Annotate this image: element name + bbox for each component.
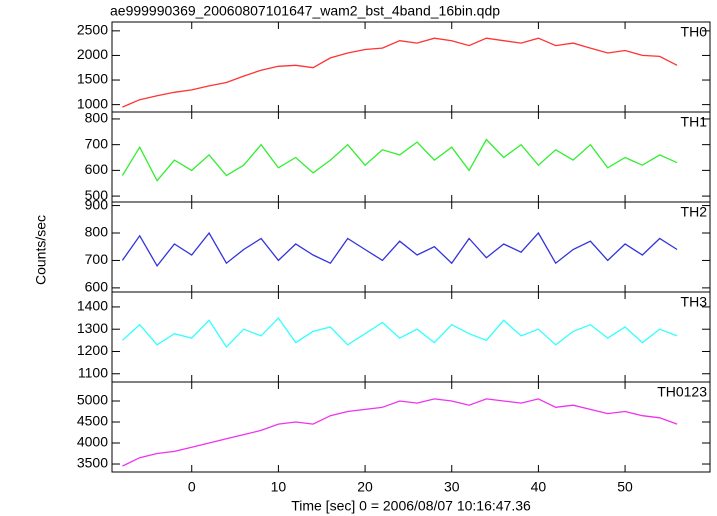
series-line: [121, 231, 678, 268]
y-tick-label: 3500: [77, 455, 108, 471]
x-tick-label: 0: [188, 479, 196, 495]
panel-frame: [111, 111, 711, 203]
y-tick-label: 600: [85, 161, 109, 177]
y-tick-label: 700: [85, 135, 109, 151]
series-line: [122, 37, 678, 108]
y-tick-label: 2500: [77, 22, 108, 38]
x-tick-label: 30: [444, 479, 460, 495]
y-tick-label: 1400: [77, 298, 108, 314]
y-tick-label: 4000: [77, 434, 108, 450]
panel-label: TH3: [681, 294, 708, 310]
panel-label: TH0123: [657, 384, 707, 400]
y-tick-label: 1000: [77, 95, 108, 111]
panel-label: TH2: [681, 204, 708, 220]
series-line: [121, 317, 678, 349]
x-tick-label: 20: [357, 479, 373, 495]
x-tick-label: 50: [617, 479, 633, 495]
panel-label: TH0: [681, 24, 708, 40]
panel-frame: [111, 21, 711, 113]
x-axis-label: Time [sec] 0 = 2006/08/07 10:16:47.36: [291, 498, 531, 514]
y-tick-label: 4500: [77, 413, 108, 429]
y-tick-label: 1300: [77, 320, 108, 336]
y-tick-label: 1500: [77, 71, 108, 87]
y-tick-label: 900: [85, 196, 109, 212]
y-tick-label: 800: [85, 110, 109, 126]
y-tick-label: 500: [85, 187, 109, 203]
series-line: [122, 398, 678, 467]
x-tick-label: 40: [531, 479, 547, 495]
y-tick-label: 2000: [77, 46, 108, 62]
x-tick-label: 10: [271, 479, 287, 495]
y-tick-label: 600: [85, 279, 109, 295]
y-axis-label: Counts/sec: [33, 215, 49, 285]
y-tick-label: 5000: [77, 392, 108, 408]
panel-frame: [111, 291, 711, 383]
panel-frame: [111, 381, 711, 473]
y-tick-label: 1100: [78, 364, 108, 380]
panel-label: TH1: [681, 114, 708, 130]
y-tick-label: 700: [85, 251, 109, 267]
chart-title: ae999990369_20060807101647_wam2_bst_4ban…: [110, 3, 500, 19]
panel-frame: [111, 201, 711, 293]
y-tick-label: 1200: [77, 342, 108, 358]
y-tick-label: 800: [85, 224, 109, 240]
series-line: [121, 138, 678, 182]
